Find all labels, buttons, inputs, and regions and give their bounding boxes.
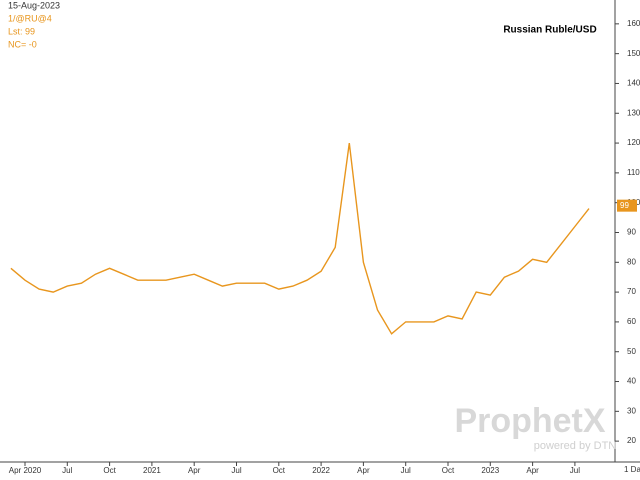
y-tick-label: 60 xyxy=(627,317,636,326)
header-date: 15-Aug-2023 xyxy=(8,0,60,10)
y-tick-label: 40 xyxy=(627,377,636,386)
last-value-label: 99 xyxy=(620,201,629,210)
y-tick-label: 140 xyxy=(627,79,640,88)
y-tick-label: 20 xyxy=(627,436,636,445)
watermark-brand: ProphetX xyxy=(454,402,605,440)
x-tick-label: Apr xyxy=(188,466,201,475)
x-tick-label: Jul xyxy=(62,466,72,475)
y-tick-label: 30 xyxy=(627,406,636,415)
x-tick-label: Jul xyxy=(401,466,411,475)
x-tick-label: 2022 xyxy=(312,466,330,475)
y-tick-label: 70 xyxy=(627,287,636,296)
header-symbol: 1/@RU@4 xyxy=(8,13,52,23)
x-tick-label: Oct xyxy=(273,466,286,475)
x-tick-label: 2021 xyxy=(143,466,161,475)
watermark-tagline: powered by DTN xyxy=(534,440,617,452)
y-tick-label: 160 xyxy=(627,19,640,28)
chart-title: Russian Ruble/USD xyxy=(503,25,596,36)
y-tick-label: 50 xyxy=(627,347,636,356)
x-tick-label: Oct xyxy=(103,466,116,475)
x-tick-label: Jul xyxy=(231,466,241,475)
y-tick-label: 130 xyxy=(627,108,640,117)
x-tick-label: Apr xyxy=(357,466,370,475)
header-net-change: NC= -0 xyxy=(8,39,37,49)
x-tick-label: Oct xyxy=(442,466,455,475)
price-line xyxy=(10,143,590,335)
y-tick-label: 110 xyxy=(627,168,640,177)
y-tick-label: 80 xyxy=(627,257,636,266)
x-tick-label: Jul xyxy=(570,466,580,475)
header-last: Lst: 99 xyxy=(8,26,35,36)
x-tick-label: 2023 xyxy=(481,466,499,475)
x-tick-label: Apr xyxy=(526,466,539,475)
y-tick-label: 150 xyxy=(627,49,640,58)
y-tick-label: 90 xyxy=(627,228,636,237)
y-tick-label: 120 xyxy=(627,138,640,147)
last-value-box xyxy=(617,199,637,212)
interval-label: 1 Day xyxy=(624,465,640,474)
x-tick-label: Apr 2020 xyxy=(9,466,42,475)
